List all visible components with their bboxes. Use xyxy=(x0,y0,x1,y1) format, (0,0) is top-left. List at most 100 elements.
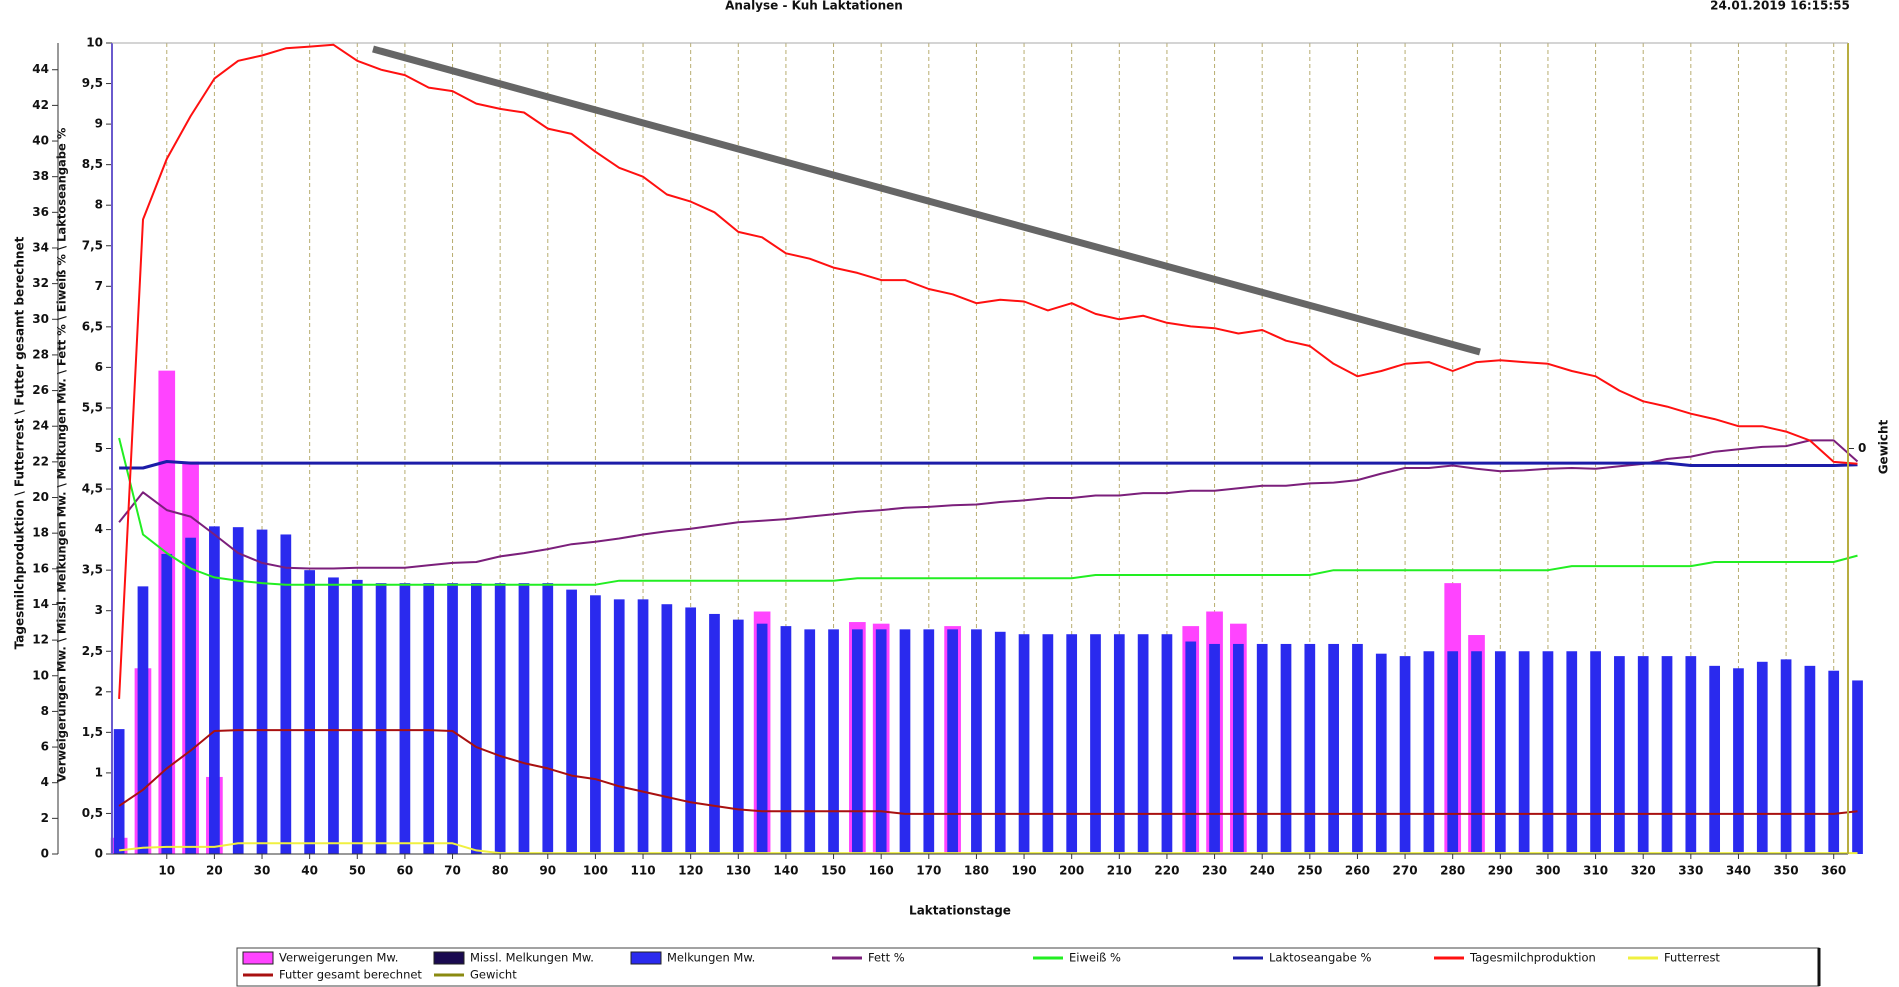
bar xyxy=(1780,659,1792,854)
bar xyxy=(637,599,649,854)
x-tick-label: 310 xyxy=(1583,864,1608,878)
y-tick-label: 10 xyxy=(32,668,49,682)
legend-label: Tagesmilchproduktion xyxy=(1469,951,1596,965)
bar xyxy=(1518,651,1530,854)
legend-label: Futter gesamt berechnet xyxy=(279,968,422,982)
series-line xyxy=(118,439,1859,570)
y-tick-label: 12 xyxy=(32,633,49,647)
bar xyxy=(1852,680,1863,854)
bar xyxy=(709,613,720,854)
x-tick-label: 270 xyxy=(1393,864,1418,878)
x-tick-label: 60 xyxy=(397,864,414,878)
bar xyxy=(542,583,554,854)
bar xyxy=(1494,651,1506,854)
y-tick-label: 18 xyxy=(32,526,49,540)
bar xyxy=(1828,670,1840,854)
bar xyxy=(804,629,816,854)
bar xyxy=(947,629,958,854)
bar xyxy=(494,583,506,854)
bar xyxy=(1756,661,1768,854)
bar xyxy=(1733,668,1744,854)
legend-label: Gewicht xyxy=(470,968,517,982)
series-line xyxy=(118,729,1858,815)
x-tick-label: 290 xyxy=(1488,864,1513,878)
bar xyxy=(1328,643,1339,854)
y2-tick-label: 4 xyxy=(95,522,103,536)
legend-swatch xyxy=(242,951,274,965)
y-tick-label: 26 xyxy=(32,383,49,397)
x-tick-label: 300 xyxy=(1535,864,1560,878)
x-tick-label: 70 xyxy=(444,864,461,878)
y-tick-label: 30 xyxy=(32,312,49,326)
x-axis-title: Laktationstage xyxy=(909,904,1011,918)
x-tick-label: 140 xyxy=(773,864,798,878)
bar xyxy=(423,583,435,854)
bar xyxy=(780,626,792,854)
bar xyxy=(685,607,697,854)
x-tick-label: 260 xyxy=(1345,864,1370,878)
plot-area xyxy=(110,43,1863,859)
legend-label: Missl. Melkungen Mw. xyxy=(470,951,594,965)
bar xyxy=(1090,634,1101,854)
x-tick-label: 280 xyxy=(1440,864,1465,878)
y-tick-label: 28 xyxy=(32,347,49,361)
bar xyxy=(1233,643,1244,854)
bar xyxy=(971,629,982,854)
bar xyxy=(1709,665,1721,854)
bar xyxy=(1447,651,1459,854)
series-line xyxy=(118,437,1858,586)
legend-label: Futterrest xyxy=(1664,951,1720,965)
x-tick-label: 130 xyxy=(726,864,751,878)
bar xyxy=(1209,643,1220,854)
legend-label: Verweigerungen Mw. xyxy=(279,951,398,965)
bar xyxy=(1375,653,1387,854)
x-tick-label: 90 xyxy=(539,864,556,878)
legend-label: Melkungen Mw. xyxy=(667,951,755,965)
bar xyxy=(1685,656,1697,854)
x-tick-label: 240 xyxy=(1250,864,1275,878)
legend-label: Eiweiß % xyxy=(1069,951,1121,965)
y-tick-label: 4 xyxy=(41,775,49,789)
y-tick-label: 0 xyxy=(41,847,49,861)
bar xyxy=(1137,634,1149,854)
y2-tick-label: 5,5 xyxy=(82,400,103,414)
y-tick-label: 36 xyxy=(32,205,49,219)
bar xyxy=(1352,643,1363,854)
bar xyxy=(875,629,887,854)
bar xyxy=(304,570,316,854)
bar xyxy=(351,579,363,854)
bar xyxy=(256,529,268,854)
bar xyxy=(994,631,1006,854)
y2-tick-label: 2,5 xyxy=(82,644,103,658)
x-tick-label: 20 xyxy=(206,864,223,878)
bar xyxy=(1637,656,1649,854)
bar xyxy=(756,623,768,854)
y-tick-label: 22 xyxy=(32,454,49,468)
x-tick-label: 120 xyxy=(678,864,703,878)
bar xyxy=(232,527,244,854)
y-tick-label: 24 xyxy=(32,419,49,433)
bar xyxy=(1399,656,1411,854)
y-tick-label: 14 xyxy=(32,597,49,611)
bar xyxy=(209,526,220,854)
x-tick-label: 360 xyxy=(1821,864,1846,878)
x-tick-label: 170 xyxy=(916,864,941,878)
bar xyxy=(447,583,458,854)
y2-tick-label: 2 xyxy=(95,684,103,698)
y2-tick-label: 6 xyxy=(95,360,103,374)
y2-tick-label: 6,5 xyxy=(82,319,103,333)
y3-axis-title: Gewicht xyxy=(1877,419,1891,474)
bar xyxy=(1423,651,1435,854)
x-tick-label: 110 xyxy=(631,864,656,878)
bar xyxy=(1161,634,1173,854)
bar xyxy=(1542,651,1554,854)
x-tick-label: 250 xyxy=(1297,864,1322,878)
x-tick-label: 200 xyxy=(1059,864,1084,878)
y2-tick-label: 9,5 xyxy=(82,76,103,90)
y-tick-label: 40 xyxy=(32,134,49,148)
bar xyxy=(1280,643,1292,854)
bar xyxy=(852,629,863,854)
bar xyxy=(518,583,530,854)
x-tick-label: 220 xyxy=(1154,864,1179,878)
